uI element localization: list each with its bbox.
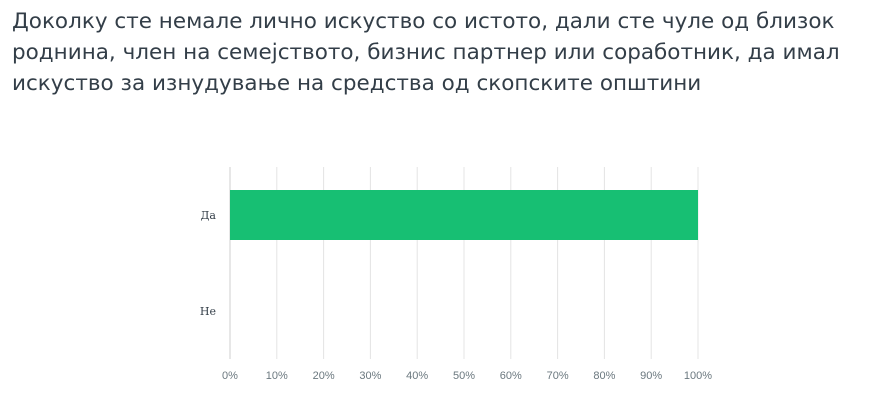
x-tick-label: 90% (640, 370, 662, 382)
x-tick-label: 30% (359, 370, 381, 382)
x-tick-label: 10% (266, 370, 288, 382)
x-tick-label: 100% (684, 370, 712, 382)
x-tick-label: 70% (547, 370, 569, 382)
category-label: Не (200, 305, 216, 318)
bars (230, 190, 698, 240)
category-label: Да (200, 209, 216, 222)
x-tick-label: 40% (406, 370, 428, 382)
x-tick-label: 60% (500, 370, 522, 382)
bar-1[interactable] (230, 190, 698, 240)
x-tick-label: 20% (313, 370, 335, 382)
category-labels: Да Не (200, 209, 217, 318)
x-tick-label: 0% (222, 370, 238, 382)
x-tick-labels: 0% 10% 20% 30% 40% 50% 60% 70% 80% 90% 100% (222, 370, 712, 382)
x-tick-label: 50% (453, 370, 475, 382)
question-title: Доколку сте немале лично искуство со ист… (12, 9, 840, 96)
x-tick-label: 80% (593, 370, 615, 382)
